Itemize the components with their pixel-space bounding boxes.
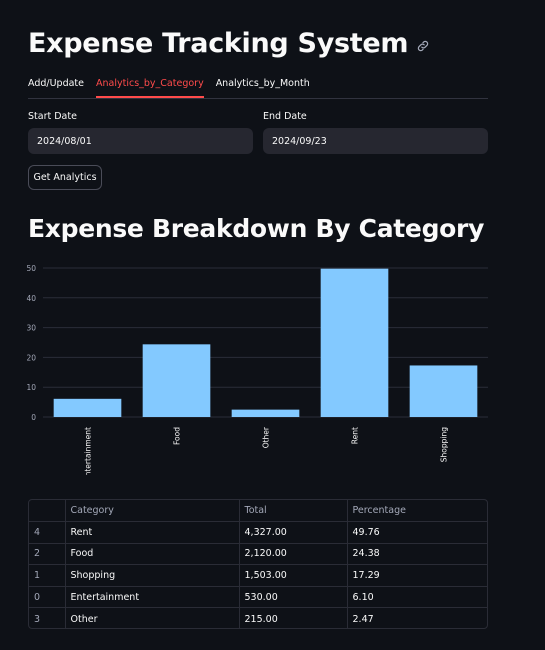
row-index: 3: [29, 607, 66, 628]
tab-bar: Add/Update Analytics_by_Category Analyti…: [28, 72, 488, 99]
row-index: 1: [29, 564, 66, 587]
link-icon[interactable]: [416, 39, 430, 53]
y-tick-label: 0: [31, 413, 36, 422]
row-percentage: 49.76: [347, 521, 487, 544]
row-category: Shopping: [65, 564, 240, 587]
category-table: Category Total Percentage 4 Rent 4,327.0…: [28, 499, 488, 629]
table-header-total[interactable]: Total: [239, 500, 348, 523]
row-percentage: 2.47: [352, 613, 374, 625]
bar-shopping: [409, 365, 478, 417]
row-index: 0: [29, 586, 66, 609]
section-title: Expense Breakdown By Category: [28, 214, 485, 243]
row-category: Other: [65, 607, 240, 628]
end-date-input[interactable]: [263, 128, 488, 154]
bar-other: [231, 409, 300, 417]
table-header-index[interactable]: [29, 500, 66, 523]
table-row: 3 Other 215.00 2.47: [29, 607, 487, 628]
get-analytics-button[interactable]: Get Analytics: [28, 165, 102, 190]
bar-entertainment: [53, 398, 122, 417]
x-tick-label: Food: [173, 427, 182, 445]
row-total: 1,503.00: [239, 564, 348, 587]
table-header-category[interactable]: Category: [65, 500, 240, 523]
table-row: 4 Rent 4,327.00 49.76: [29, 521, 487, 544]
table-row: 0 Entertainment 530.00 6.10: [29, 586, 487, 609]
row-total: 2,120.00: [239, 543, 348, 566]
row-category: Entertainment: [65, 586, 240, 609]
row-percentage: 6.10: [347, 586, 487, 609]
bar-food: [142, 344, 211, 417]
start-date-input[interactable]: [28, 128, 253, 154]
row-category: Food: [65, 543, 240, 566]
x-tick-label: Other: [262, 426, 271, 448]
row-total: 215.00: [239, 607, 348, 628]
row-percentage: 24.38: [347, 543, 487, 566]
table-header-row: Category Total Percentage: [29, 500, 487, 523]
x-tick-label: Shopping: [440, 427, 449, 462]
x-tick-label: Rent: [351, 427, 360, 444]
row-total: 4,327.00: [239, 521, 348, 544]
page-title-text: Expense Tracking System: [28, 28, 409, 59]
y-tick-label: 20: [26, 353, 36, 362]
y-tick-label: 50: [26, 264, 36, 273]
tab-add-update[interactable]: Add/Update: [28, 78, 84, 89]
page-title: Expense Tracking System: [28, 28, 430, 59]
table-row: 1 Shopping 1,503.00 17.29: [29, 564, 487, 587]
x-tick-label: Entertainment: [84, 427, 93, 475]
bar-rent: [320, 268, 389, 417]
tab-analytics-by-category[interactable]: Analytics_by_Category: [96, 72, 204, 98]
row-category: Rent: [65, 521, 240, 544]
y-tick-label: 40: [26, 294, 36, 303]
end-date-label: End Date: [263, 111, 307, 122]
row-total: 530.00: [239, 586, 348, 609]
category-bar-chart: 0 10 20 30 40 50 Entertainment Food Other Rent Sho…: [26, 264, 488, 475]
y-tick-label: 30: [26, 324, 36, 333]
row-index: 2: [29, 543, 66, 566]
row-index: 4: [29, 521, 66, 544]
table-row: 2 Food 2,120.00 24.38: [29, 543, 487, 566]
tab-analytics-by-month[interactable]: Analytics_by_Month: [215, 78, 310, 89]
y-tick-label: 10: [26, 383, 36, 392]
row-percentage: 17.29: [347, 564, 487, 587]
start-date-label: Start Date: [28, 111, 77, 122]
table-header-percentage[interactable]: Percentage: [347, 500, 487, 523]
